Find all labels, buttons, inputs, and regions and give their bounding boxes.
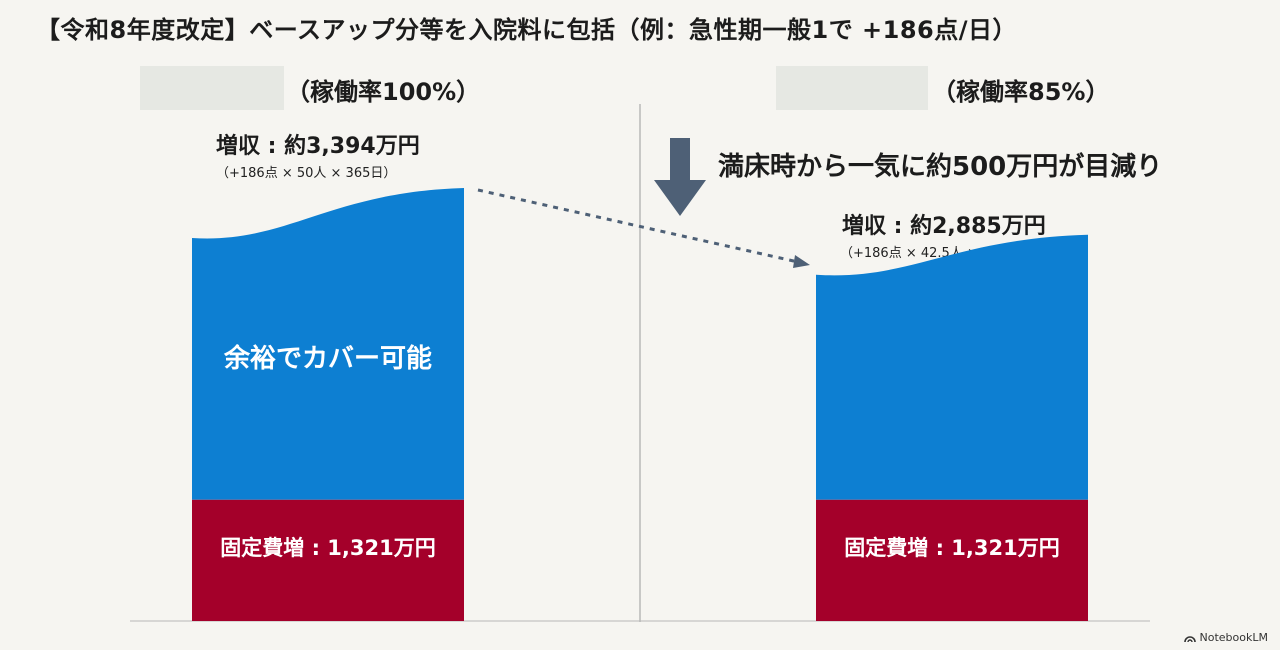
callout-text: 満床時から一気に約500万円が目減り <box>718 152 1163 182</box>
down-arrow-icon <box>654 138 706 216</box>
occupancy-label-85: （稼働率85%） <box>932 78 1110 106</box>
redacted-label-right <box>776 66 928 110</box>
fixed-cost-bar-85 <box>816 499 1088 621</box>
fixed-cost-label-85: 固定費増 : 1,321万円 <box>844 536 1060 560</box>
gain-label-100: 増収 : 約3,394万円 <box>216 134 420 159</box>
page-title: 【令和8年度改定】ベースアップ分等を入院料に包括（例：急性期一般1で +186点… <box>36 16 1018 44</box>
dotted-arrow-icon <box>477 188 810 268</box>
fixed-cost-bar-100 <box>192 499 464 621</box>
notebooklm-logo-icon <box>1183 635 1196 642</box>
redacted-label-left <box>140 66 284 110</box>
notebooklm-logo: NotebookLM <box>1183 631 1268 644</box>
gain-formula-100: （+186点 × 50人 × 365日） <box>216 166 397 181</box>
gain-bar-85 <box>816 234 1088 500</box>
gain-bar-100 <box>192 188 464 500</box>
watermark-text: NotebookLM <box>1199 631 1268 644</box>
occupancy-label-100: （稼働率100%） <box>286 78 481 106</box>
gain-inner-label-100: 余裕でカバー可能 <box>223 344 432 374</box>
gain-label-85: 増収 : 約2,885万円 <box>842 214 1046 239</box>
fixed-cost-label-100: 固定費増 : 1,321万円 <box>220 536 436 560</box>
